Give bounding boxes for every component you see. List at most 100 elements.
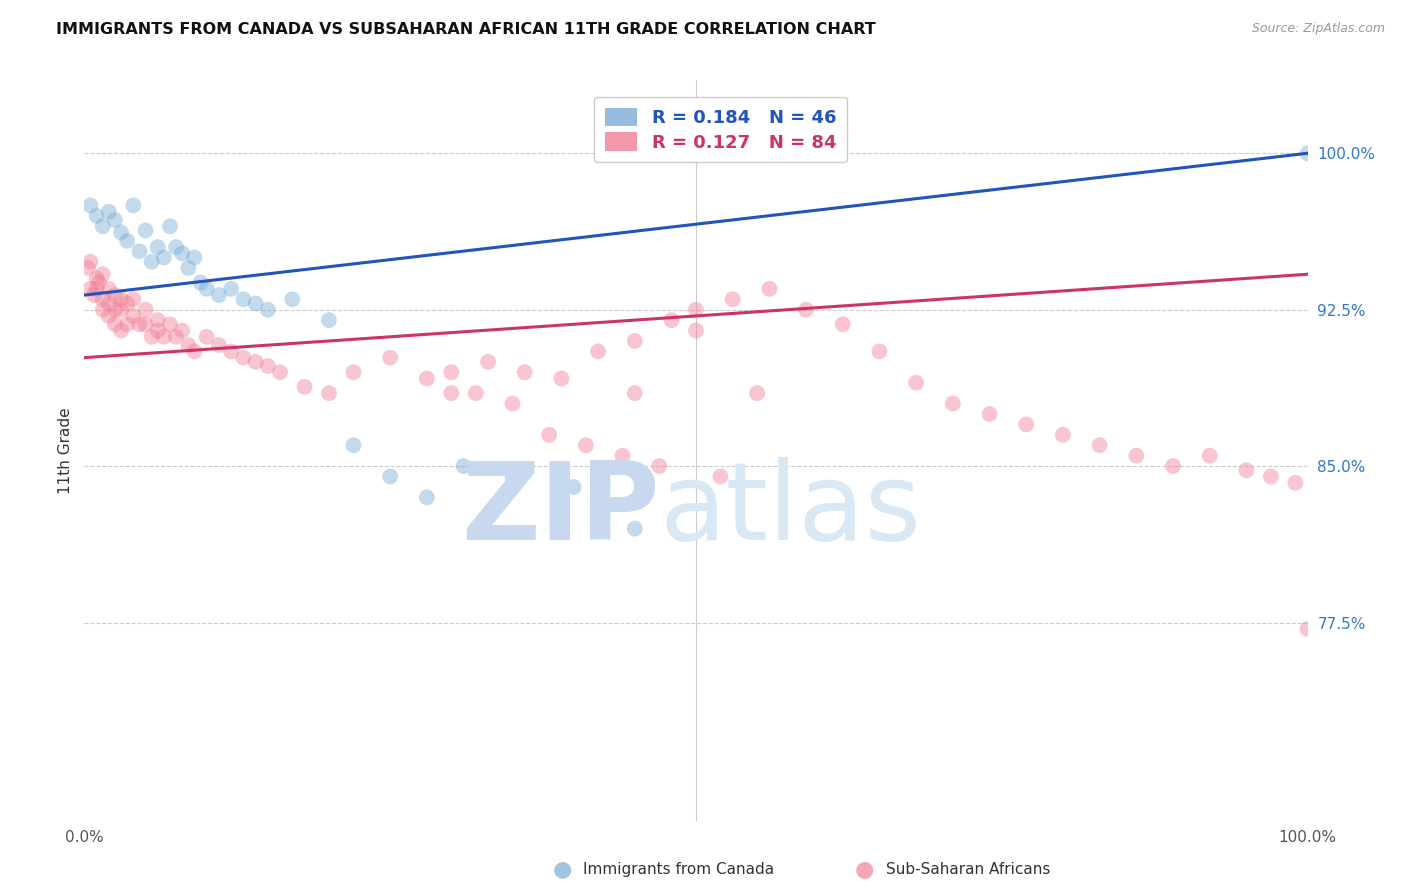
Point [165,240,187,254]
Text: Immigrants from Canada: Immigrants from Canada [583,863,775,877]
Point [538,427,561,442]
Point [208,288,231,302]
Point [257,302,280,317]
Point [979,407,1001,421]
Point [1125,449,1147,463]
Point [110,226,132,240]
Point [135,223,157,237]
Point [721,292,744,306]
Point [758,282,780,296]
Point [91,219,114,234]
Point [190,276,212,290]
Point [219,282,242,296]
Point [685,302,707,317]
Point [464,386,486,401]
Point [624,522,647,536]
Point [1296,622,1319,636]
Point [177,260,200,275]
Text: ●: ● [553,860,572,880]
Point [195,282,218,296]
Point [905,376,928,390]
Point [586,344,609,359]
Point [1236,463,1258,477]
Point [115,296,138,310]
Point [281,292,304,306]
Point [104,318,127,332]
Point [1198,449,1220,463]
Point [416,371,439,385]
Point [86,271,108,285]
Point [97,282,120,296]
Point [661,313,683,327]
Point [550,371,572,385]
Point [172,324,194,338]
Text: ZIP: ZIP [461,457,659,563]
Point [110,292,132,306]
Point [86,282,108,296]
Point [416,491,439,505]
Point [1296,146,1319,161]
Point [219,344,242,359]
Point [380,351,402,365]
Point [115,234,138,248]
Point [135,302,157,317]
Point [502,396,524,410]
Y-axis label: 11th Grade: 11th Grade [58,407,73,494]
Point [159,219,181,234]
Point [1284,475,1306,490]
Point [104,213,127,227]
Point [269,365,291,379]
Text: Source: ZipAtlas.com: Source: ZipAtlas.com [1251,22,1385,36]
Point [440,365,463,379]
Point [869,344,891,359]
Point [122,309,145,323]
Point [110,302,132,317]
Point [575,438,598,452]
Point [342,438,364,452]
Point [453,459,475,474]
Point [79,254,101,268]
Point [562,480,585,494]
Point [79,282,101,296]
Point [141,330,163,344]
Point [1015,417,1038,432]
Point [685,324,707,338]
Point [183,251,205,265]
Text: IMMIGRANTS FROM CANADA VS SUBSAHARAN AFRICAN 11TH GRADE CORRELATION CHART: IMMIGRANTS FROM CANADA VS SUBSAHARAN AFR… [56,22,876,37]
Text: ●: ● [855,860,875,880]
Point [159,318,181,332]
Point [232,351,254,365]
Point [380,469,402,483]
Point [146,240,169,254]
Point [146,324,169,338]
Point [86,209,108,223]
Point [1161,459,1184,474]
Point [165,330,187,344]
Point [513,365,536,379]
Legend: R = 0.184   N = 46, R = 0.127   N = 84: R = 0.184 N = 46, R = 0.127 N = 84 [593,96,846,162]
Point [942,396,965,410]
Point [709,469,731,483]
Point [794,302,817,317]
Point [77,260,100,275]
Point [294,380,316,394]
Point [1052,427,1074,442]
Point [502,469,524,483]
Point [440,386,463,401]
Point [122,198,145,212]
Point [79,198,101,212]
Point [648,459,671,474]
Point [232,292,254,306]
Point [141,254,163,268]
Point [115,318,138,332]
Point [318,386,340,401]
Point [318,313,340,327]
Point [97,309,120,323]
Point [612,449,634,463]
Point [342,365,364,379]
Point [624,334,647,348]
Point [183,344,205,359]
Point [477,355,499,369]
Point [624,386,647,401]
Point [831,318,853,332]
